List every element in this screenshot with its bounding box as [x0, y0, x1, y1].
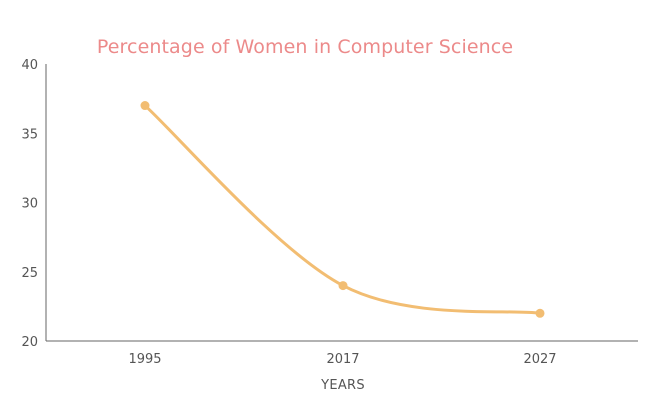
y-axis-ticks: 20 25 30 35 40 — [21, 58, 38, 350]
x-tick-label: 2027 — [523, 352, 556, 367]
y-tick-label: 30 — [21, 197, 38, 212]
x-axis-title: YEARS — [320, 378, 365, 393]
x-tick-label: 2017 — [326, 352, 359, 367]
data-point — [140, 101, 150, 111]
x-tick-label: 1995 — [128, 352, 161, 367]
y-tick-label: 25 — [21, 266, 38, 281]
data-point — [338, 281, 348, 291]
y-tick-label: 35 — [21, 127, 38, 142]
y-tick-label: 20 — [21, 335, 38, 350]
x-axis-ticks: 1995 2017 2027 — [128, 352, 556, 367]
y-tick-label: 40 — [21, 58, 38, 73]
data-point — [535, 308, 545, 318]
data-points — [140, 101, 545, 318]
chart-title: Percentage of Women in Computer Science — [97, 36, 513, 58]
